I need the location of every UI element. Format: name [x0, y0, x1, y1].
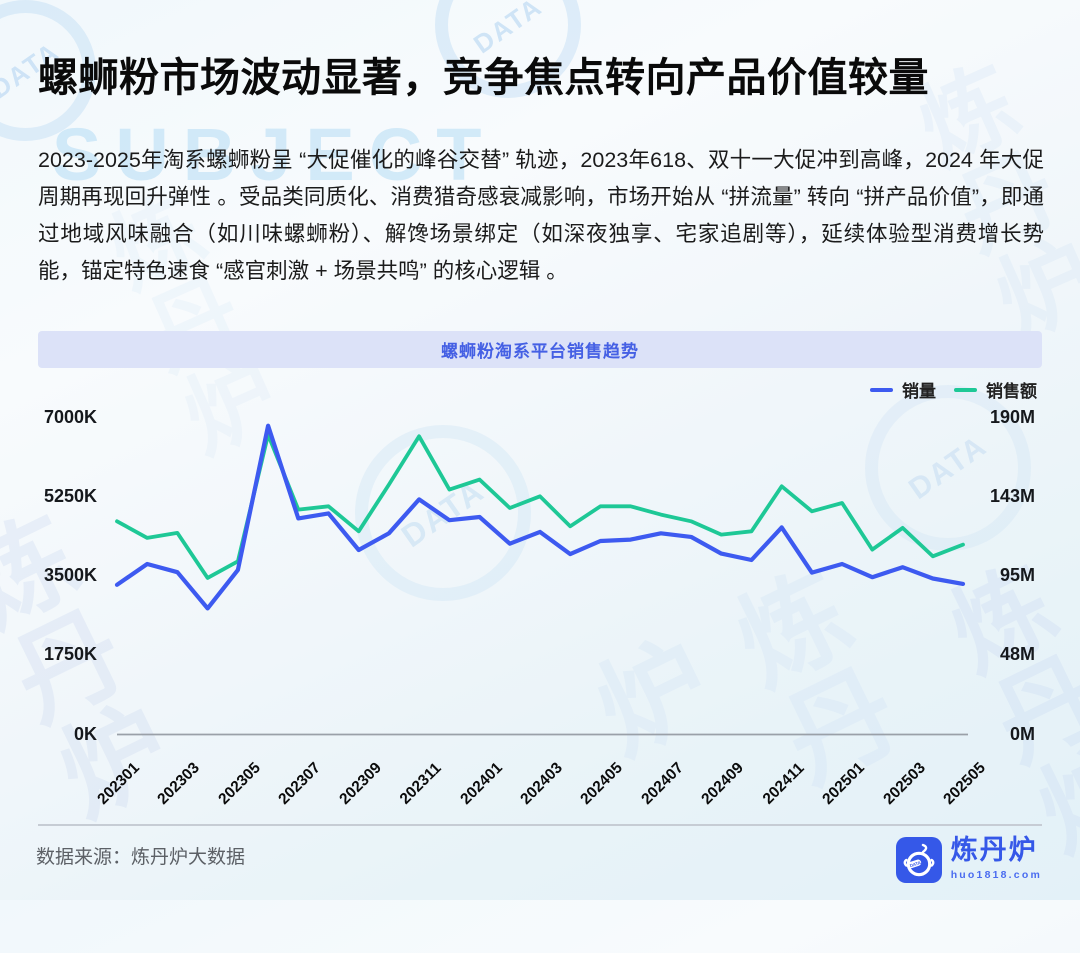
axis-tick-label: 1750K	[43, 644, 97, 665]
page-title: 螺蛳粉市场波动显著，竞争焦点转向产品价值较量	[38, 56, 929, 100]
legend-label: 销售额	[986, 382, 1037, 401]
axis-tick-label: 5250K	[43, 486, 97, 507]
cauldron-logo-icon: DATA	[895, 837, 942, 883]
chart-legend: 销量 销售额	[870, 377, 1037, 402]
axis-tick-label: 48M	[999, 644, 1035, 665]
brand-url: huo1818.com	[950, 869, 1042, 881]
summary-paragraph: 2023-2025年淘系螺蛳粉呈 “大促催化的峰谷交替” 轨迹，2023年618…	[38, 148, 1044, 283]
footer-divider	[38, 824, 1042, 826]
data-source-text: 数据来源：炼丹炉大数据	[36, 847, 246, 868]
legend-item-sales-revenue[interactable]: 销售额	[954, 377, 1037, 402]
axis-tick-label: 95M	[999, 565, 1035, 586]
brand-name: 炼丹炉	[950, 835, 1038, 865]
brand-logo: DATA 炼丹炉 huo1818.com	[895, 835, 1042, 883]
chart-title: 螺蛳粉淘系平台销售趋势	[441, 342, 639, 361]
series-line-销量	[114, 423, 966, 611]
axis-tick-label: 0M	[1009, 723, 1035, 744]
axis-tick-label: 0K	[73, 723, 97, 744]
series-line-销售额	[115, 432, 965, 580]
svg-text:DATA: DATA	[909, 860, 922, 869]
volume-line-swatch-icon	[870, 387, 893, 392]
line-chart	[114, 423, 968, 736]
axis-tick-label: 7000K	[43, 407, 97, 427]
chart-panel-header: 螺蛳粉淘系平台销售趋势	[38, 331, 1042, 368]
axis-tick-label: 190M	[989, 407, 1035, 427]
legend-label: 销量	[902, 382, 936, 401]
revenue-line-swatch-icon	[954, 387, 977, 392]
axis-tick-label: 143M	[989, 486, 1035, 507]
axis-tick-label: 3500K	[43, 565, 97, 586]
legend-item-sales-volume[interactable]: 销量	[870, 377, 936, 402]
